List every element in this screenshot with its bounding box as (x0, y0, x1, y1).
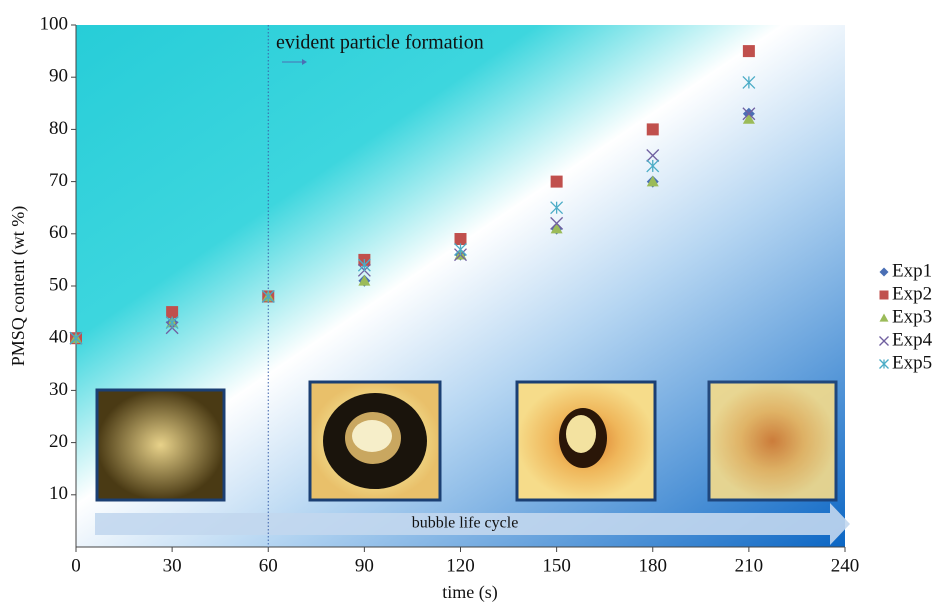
y-tick-label: 40 (49, 327, 68, 348)
y-tick-label: 70 (49, 170, 68, 191)
y-tick-label: 80 (49, 118, 68, 139)
y-tick-label: 90 (49, 66, 68, 87)
x-tick-label: 60 (259, 555, 278, 576)
x-tick-label: 180 (639, 555, 668, 576)
x-tick-label: 0 (71, 555, 81, 576)
marker-shape (743, 45, 755, 57)
y-tick-label: 10 (49, 483, 68, 504)
y-tick-label: 30 (49, 379, 68, 400)
y-axis-label: PMSQ content (wt %) (8, 206, 29, 367)
annotation: evident particle formation (276, 32, 484, 54)
point (551, 176, 563, 188)
marker-shape (551, 176, 563, 188)
marker-shape (455, 233, 467, 245)
annotation: bubble life cycle (412, 515, 519, 532)
chart: bubble life cycle evident particle forma… (0, 0, 942, 606)
marker-shape (647, 123, 659, 135)
y-tick-label: 20 (49, 431, 68, 452)
x-tick-label: 210 (735, 555, 764, 576)
photo-3 (517, 382, 655, 500)
photo-1 (97, 390, 224, 500)
photo-4 (709, 382, 836, 500)
point (647, 123, 659, 135)
x-tick-label: 240 (831, 555, 860, 576)
x-tick-label: 120 (446, 555, 475, 576)
legend-marker (880, 291, 889, 300)
point (166, 306, 178, 318)
legend-marker (880, 268, 889, 277)
point (743, 45, 755, 57)
legend-label: Exp3 (892, 306, 932, 327)
x-axis-label: time (s) (442, 582, 498, 603)
marker-shape (880, 291, 889, 300)
y-tick-label: 60 (49, 222, 68, 243)
x-tick-label: 30 (163, 555, 182, 576)
y-tick-label: 50 (49, 274, 68, 295)
y-tick-label: 100 (40, 13, 69, 34)
x-tick-label: 150 (542, 555, 571, 576)
marker-shape (880, 314, 889, 322)
legend-label: Exp2 (892, 283, 932, 304)
legend-marker (880, 360, 889, 369)
legend-label: Exp1 (892, 260, 932, 281)
point (455, 233, 467, 245)
marker-shape (880, 268, 889, 277)
legend-marker (880, 337, 889, 346)
photo-2 (310, 382, 440, 500)
legend-marker (880, 314, 889, 322)
legend-label: Exp4 (892, 329, 933, 350)
marker-shape (166, 306, 178, 318)
legend-label: Exp5 (892, 352, 932, 373)
x-tick-label: 90 (355, 555, 374, 576)
